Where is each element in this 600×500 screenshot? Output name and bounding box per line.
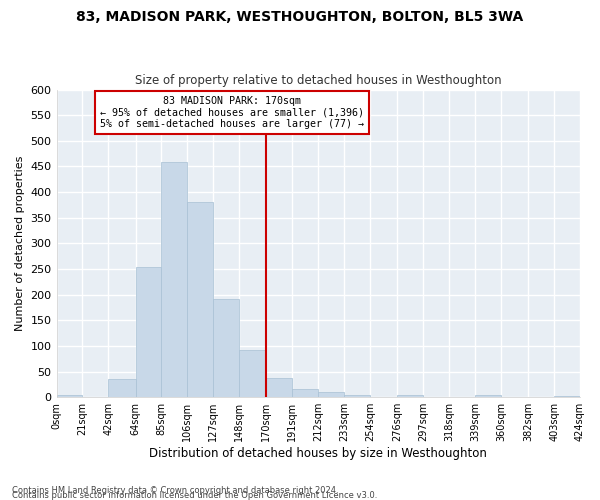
X-axis label: Distribution of detached houses by size in Westhoughton: Distribution of detached houses by size … bbox=[149, 447, 487, 460]
Bar bbox=[344, 394, 370, 397]
Bar bbox=[56, 395, 82, 397]
Bar bbox=[109, 380, 136, 397]
Bar bbox=[397, 395, 423, 397]
Y-axis label: Number of detached properties: Number of detached properties bbox=[15, 156, 25, 331]
Bar bbox=[136, 268, 161, 397]
Text: Contains public sector information licensed under the Open Government Licence v3: Contains public sector information licen… bbox=[12, 491, 377, 500]
Bar bbox=[187, 202, 214, 397]
Text: 83, MADISON PARK, WESTHOUGHTON, BOLTON, BL5 3WA: 83, MADISON PARK, WESTHOUGHTON, BOLTON, … bbox=[76, 10, 524, 24]
Text: Contains HM Land Registry data © Crown copyright and database right 2024.: Contains HM Land Registry data © Crown c… bbox=[12, 486, 338, 495]
Bar bbox=[318, 392, 344, 397]
Title: Size of property relative to detached houses in Westhoughton: Size of property relative to detached ho… bbox=[135, 74, 502, 87]
Text: 83 MADISON PARK: 170sqm
← 95% of detached houses are smaller (1,396)
5% of semi-: 83 MADISON PARK: 170sqm ← 95% of detache… bbox=[100, 96, 364, 129]
Bar bbox=[214, 300, 239, 397]
Bar bbox=[266, 378, 292, 397]
Bar bbox=[239, 350, 266, 397]
Bar bbox=[161, 162, 187, 397]
Bar bbox=[554, 396, 580, 397]
Bar bbox=[475, 395, 501, 397]
Bar bbox=[292, 389, 318, 397]
